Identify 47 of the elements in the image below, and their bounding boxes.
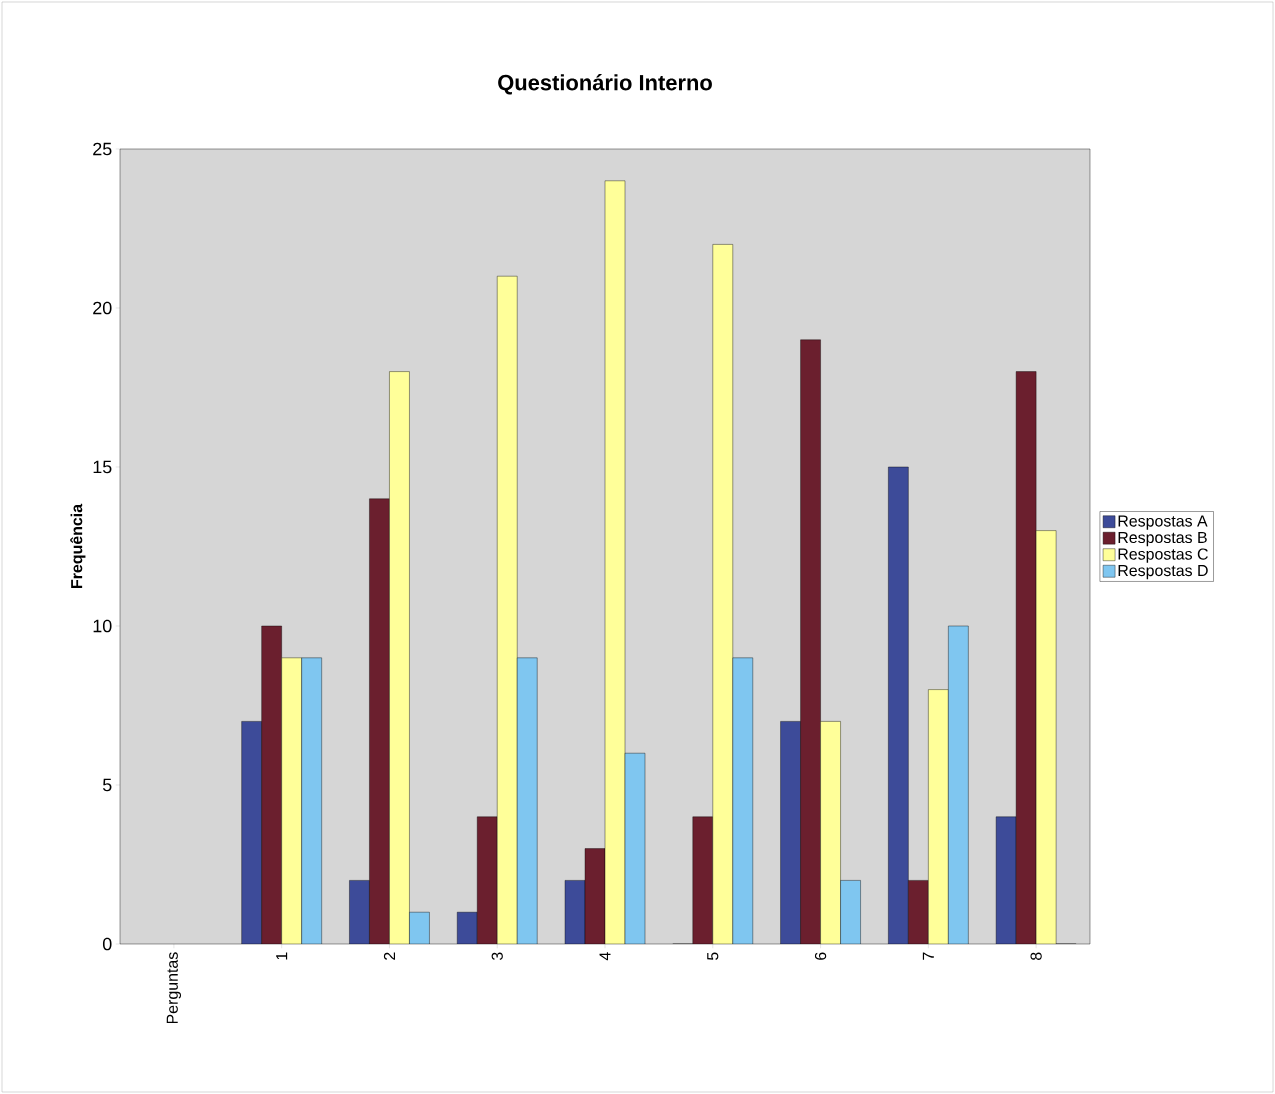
bar <box>908 880 929 944</box>
y-tick-label: 15 <box>93 460 112 474</box>
x-tick-label: 1 <box>276 952 288 960</box>
bar <box>457 912 478 944</box>
x-tick-label: 3 <box>491 952 503 961</box>
bar <box>820 721 841 944</box>
bar <box>349 880 370 944</box>
bar <box>605 180 626 944</box>
bar <box>261 626 282 944</box>
y-tick-label: 10 <box>93 619 112 633</box>
bar <box>409 912 430 944</box>
x-tick-label: 5 <box>707 952 719 960</box>
bar <box>1035 530 1057 944</box>
y-tick-label: 25 <box>93 142 112 156</box>
bar <box>732 657 753 944</box>
y-tick-label: 20 <box>93 301 112 315</box>
x-tick-label: 8 <box>1030 952 1042 960</box>
legend-label: Respostas C <box>1118 548 1208 563</box>
legend-label: Respostas A <box>1118 515 1208 530</box>
bar <box>517 657 538 944</box>
bar <box>1015 371 1037 944</box>
x-tick-label: Perguntas <box>166 952 182 1024</box>
bar <box>840 880 861 944</box>
y-tick-label: 0 <box>102 937 112 951</box>
bar <box>369 498 390 944</box>
bar <box>301 657 322 944</box>
bar <box>281 657 302 944</box>
y-tick-label: 5 <box>102 778 112 792</box>
bar <box>389 371 410 944</box>
bar <box>477 816 498 944</box>
x-tick-label: 7 <box>922 952 934 960</box>
bar <box>712 244 733 944</box>
bar <box>241 721 262 944</box>
bar <box>497 276 518 944</box>
chart-title: Questionário Interno <box>498 74 712 95</box>
x-tick-label: 6 <box>814 952 827 960</box>
legend-label: Respostas B <box>1118 531 1207 547</box>
x-tick-label: 4 <box>599 952 611 961</box>
x-tick-label: 2 <box>383 952 396 960</box>
bar <box>928 689 949 944</box>
bar <box>692 816 713 944</box>
y-axis-title: Frequência <box>70 503 86 588</box>
bar <box>780 721 801 944</box>
legend-label: Respostas D <box>1118 565 1208 580</box>
bar <box>888 466 909 944</box>
bar <box>948 626 969 944</box>
bar <box>800 339 821 944</box>
